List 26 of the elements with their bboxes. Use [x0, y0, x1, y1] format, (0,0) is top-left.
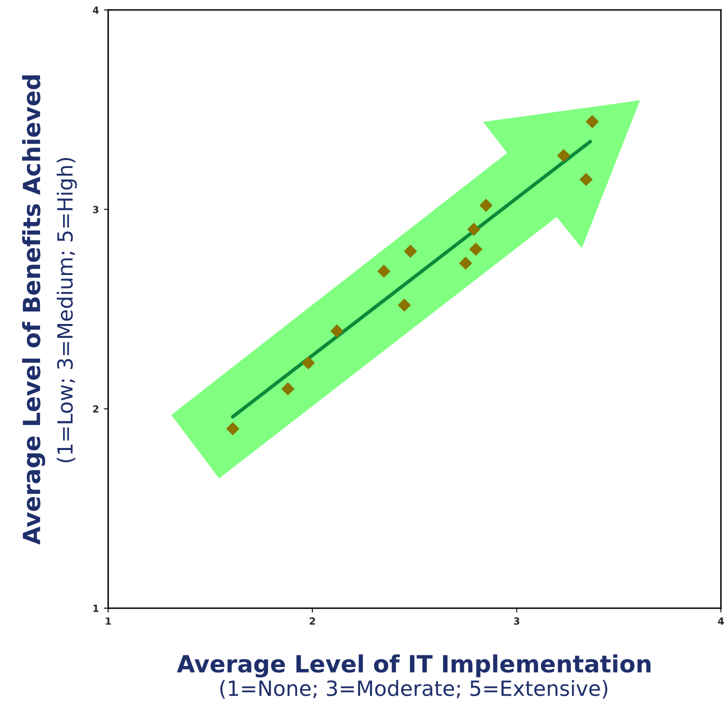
- y-tick-label: 4: [92, 6, 99, 14]
- y-axis-title: Average Level of Benefits Achieved: [22, 75, 46, 545]
- text: (1=None; 3=Moderate; 5=Extensive): [220, 680, 608, 699]
- point: [479, 198, 493, 212]
- x-tick-label: 1: [106, 618, 111, 625]
- point: [330, 324, 344, 338]
- point: [586, 115, 599, 128]
- point: [404, 244, 418, 258]
- point: [377, 264, 390, 278]
- point: [398, 298, 411, 312]
- point: [302, 356, 315, 370]
- point: [469, 242, 482, 256]
- y-tick-label: 3: [93, 206, 98, 214]
- x-tick-label: 3: [514, 617, 520, 625]
- point: [226, 422, 240, 436]
- point: [557, 148, 570, 162]
- y-tick-label: 2: [93, 405, 98, 412]
- point: [580, 172, 593, 186]
- point: [281, 382, 294, 396]
- text: (1=Low; 3=Medium; 5=High): [56, 158, 77, 462]
- x-axis-title: Average Level of IT Implementation: [176, 654, 650, 678]
- x-tick-label: 4: [718, 618, 724, 625]
- y-tick-label: 1: [93, 604, 98, 612]
- point: [459, 256, 472, 270]
- x-tick-label: 2: [310, 617, 315, 625]
- point: [467, 222, 480, 236]
